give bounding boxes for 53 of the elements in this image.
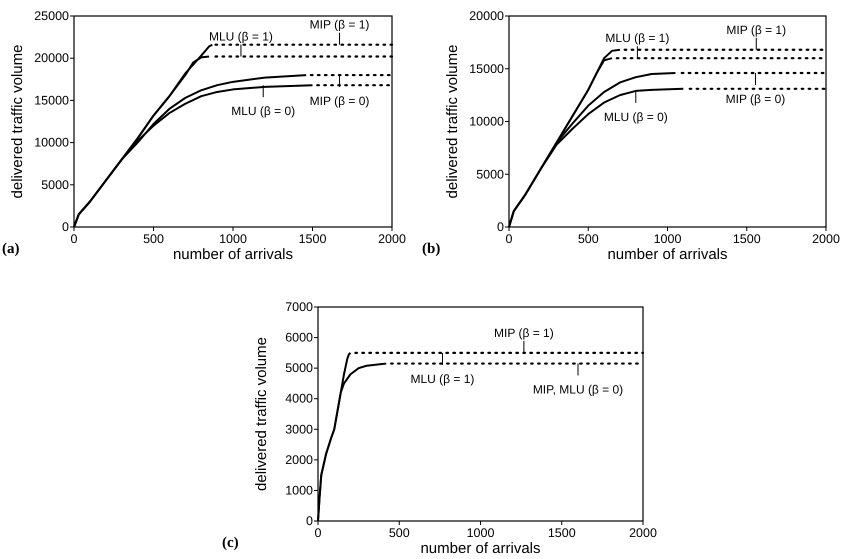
y-tick-label: 15000: [469, 62, 504, 76]
x-tick-label: 500: [388, 526, 410, 540]
annotation: MLU (β = 1): [208, 30, 273, 44]
x-tick-label: 2000: [378, 232, 406, 246]
x-tick-label: 500: [143, 232, 164, 246]
x-tick-label: 0: [314, 526, 322, 540]
y-tick-label: 10000: [34, 136, 70, 150]
y-tick-label: 1000: [285, 483, 314, 498]
y-tick-label: 20000: [34, 51, 70, 66]
y-tick-label: 15000: [34, 93, 70, 108]
y-tick-label: 0: [306, 514, 314, 528]
text: (a): [2, 241, 20, 257]
y-tick-label: 0: [497, 220, 504, 234]
x-tick-label: 1500: [548, 526, 576, 540]
annotation: MIP (β = 0): [310, 94, 370, 108]
y-tick-label: 2000: [285, 452, 314, 467]
x-tick-label: 0: [506, 232, 513, 246]
annotation: MIP (β = 0): [726, 92, 786, 106]
annotation: MIP (β = 1): [726, 22, 786, 37]
y-tick-label: 3000: [285, 422, 314, 436]
x-tick-label: 2000: [629, 526, 657, 540]
text: (c): [222, 535, 239, 551]
y-axis-title: delivered traffic volume: [9, 44, 26, 198]
annotation: MLU (β = 0): [604, 110, 668, 124]
y-tick-label: 5000: [285, 361, 314, 376]
annotation: MIP (β = 1): [494, 326, 554, 340]
y-tick-label: 25000: [34, 9, 70, 23]
annotation: MLU (β = 0): [231, 104, 296, 118]
x-tick-label: 500: [578, 232, 599, 246]
y-axis-title: delivered traffic volume: [253, 337, 270, 491]
y-tick-label: 20000: [469, 9, 504, 23]
x-tick-label: 2000: [812, 232, 840, 246]
y-tick-label: 5000: [41, 178, 70, 192]
x-tick-label: 1000: [654, 232, 682, 246]
x-axis-title: number of arrivals: [420, 540, 541, 557]
y-tick-label: 5000: [476, 167, 504, 182]
annotation: MIP (β = 1): [310, 18, 370, 32]
annotation: MIP, MLU (β = 0): [532, 382, 624, 397]
x-tick-label: 1500: [732, 232, 761, 246]
x-tick-label: 0: [70, 232, 78, 246]
y-tick-label: 0: [62, 220, 70, 234]
text: (b): [422, 241, 440, 257]
y-tick-label: 7000: [285, 300, 314, 314]
x-tick-label: 1500: [298, 232, 326, 246]
y-tick-label: 6000: [285, 330, 314, 345]
y-tick-label: 4000: [285, 392, 314, 406]
x-axis-title: number of arrivals: [607, 246, 728, 263]
annotation: MLU (β = 1): [410, 372, 474, 386]
y-axis-title: delivered traffic volume: [444, 44, 461, 198]
annotation: MLU (β = 1): [605, 31, 670, 46]
y-tick-label: 10000: [469, 114, 504, 128]
x-tick-label: 1000: [219, 232, 247, 246]
x-axis-title: number of arrivals: [172, 246, 294, 263]
